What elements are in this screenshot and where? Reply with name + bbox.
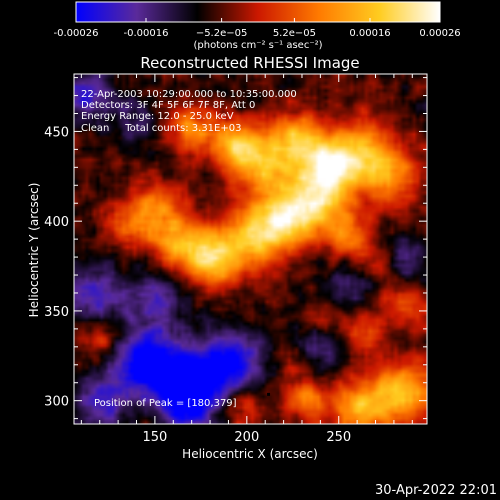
colorbar-unit-label: (photons cm⁻² s⁻¹ asec⁻²) (193, 40, 322, 51)
axis-ticks: 150 200 250 300 350 400 450 (44, 74, 427, 445)
annotation-detectors: Detectors: 3F 4F 5F 6F 7F 8F, Att 0 (81, 100, 255, 111)
annotation-energy: Energy Range: 12.0 - 25.0 keV (81, 111, 234, 122)
x-tick-label: 150 (142, 430, 167, 445)
x-tick-label: 200 (234, 430, 259, 445)
colorbar-gradient (75, 1, 441, 23)
chart-title: Reconstructed RHESSI Image (140, 54, 359, 72)
peak-marker (267, 392, 271, 396)
annotation-block: 22-Apr-2003 10:29:00.000 to 10:35:00.000… (81, 89, 297, 134)
colorbar-tick-label: 0.00026 (419, 28, 460, 39)
colorbar-tick-label: -0.00026 (54, 28, 99, 39)
y-tick-label: 350 (44, 305, 69, 320)
generation-timestamp: 30-Apr-2022 22:01 (375, 483, 497, 498)
plot-area: 150 200 250 300 350 400 450 22-Apr-2003 10:29:… (44, 73, 428, 445)
x-axis-label: Heliocentric X (arcsec) (182, 447, 318, 461)
colorbar: -0.00026 -0.00016 −5.2e−05 5.2e−05 0.00016 0.… (54, 1, 461, 51)
annotation-counts: Clean Total counts: 3.31E+03 (81, 123, 241, 134)
y-tick-label: 400 (44, 215, 69, 230)
y-tick-label: 450 (44, 125, 69, 140)
plot-frame (73, 73, 428, 425)
colorbar-tick-label: 0.00016 (349, 28, 390, 39)
x-tick-label: 250 (326, 430, 351, 445)
heatmap-image (74, 74, 427, 424)
colorbar-tick-label: 5.2e−05 (273, 28, 316, 39)
y-tick-label: 300 (44, 395, 69, 410)
colorbar-ticks: -0.00026 -0.00016 −5.2e−05 5.2e−05 0.00016 0.… (54, 18, 461, 39)
y-axis-label: Heliocentric Y (arcsec) (27, 183, 41, 318)
colorbar-tick-label: -0.00016 (124, 28, 169, 39)
colorbar-tick-label: −5.2e−05 (196, 28, 248, 39)
peak-position-label: Position of Peak = [180,379] (94, 398, 237, 409)
annotation-time: 22-Apr-2003 10:29:00.000 to 10:35:00.000 (81, 89, 297, 100)
